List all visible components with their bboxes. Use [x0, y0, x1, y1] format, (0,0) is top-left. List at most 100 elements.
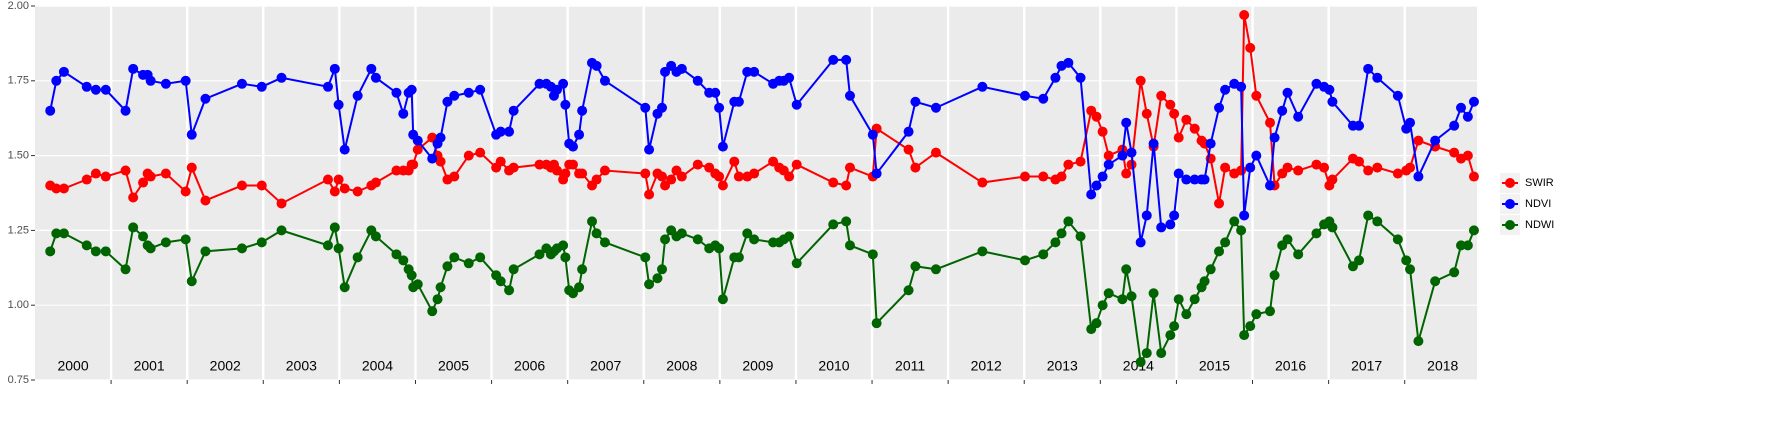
data-point	[1392, 168, 1403, 179]
legend-swatch	[1505, 220, 1515, 230]
data-point	[180, 234, 191, 245]
data-point	[1165, 99, 1176, 110]
data-point	[412, 144, 423, 155]
data-point	[322, 240, 333, 251]
data-point	[1165, 330, 1176, 341]
data-point	[1181, 309, 1192, 320]
data-point	[717, 180, 728, 191]
data-point	[1236, 165, 1247, 176]
data-point	[1103, 288, 1114, 299]
data-point	[903, 285, 914, 296]
data-point	[1141, 108, 1152, 119]
data-point	[504, 126, 515, 137]
data-point	[1181, 174, 1192, 185]
data-point	[1354, 255, 1365, 266]
data-point	[717, 294, 728, 305]
data-point	[1311, 159, 1322, 170]
data-point	[910, 96, 921, 107]
data-point	[1117, 150, 1128, 161]
data-point	[534, 249, 545, 260]
data-point	[138, 177, 149, 188]
data-point	[333, 243, 344, 254]
legend-label: NDVI	[1525, 198, 1551, 210]
data-point	[145, 171, 156, 182]
data-point	[58, 183, 69, 194]
data-point	[398, 108, 409, 119]
data-point	[1293, 111, 1304, 122]
data-point	[1468, 225, 1479, 236]
data-point	[442, 261, 453, 272]
data-point	[1449, 267, 1460, 278]
data-point	[574, 282, 585, 293]
data-point	[1169, 108, 1180, 119]
data-point	[508, 105, 519, 116]
data-point	[1462, 240, 1473, 251]
data-point	[692, 75, 703, 86]
data-point	[977, 81, 988, 92]
legend-swatch	[1505, 178, 1515, 188]
data-point	[128, 192, 139, 203]
year-label: 2017	[1351, 358, 1382, 374]
data-point	[768, 156, 779, 167]
data-point	[449, 252, 460, 263]
data-point	[495, 276, 506, 287]
data-point	[903, 126, 914, 137]
data-point	[1121, 168, 1132, 179]
data-point	[236, 243, 247, 254]
data-point	[1121, 264, 1132, 275]
data-point	[560, 99, 571, 110]
data-point	[660, 234, 671, 245]
data-point	[339, 183, 350, 194]
data-point	[58, 228, 69, 239]
data-point	[276, 225, 287, 236]
data-point	[333, 99, 344, 110]
data-point	[1372, 162, 1383, 173]
data-point	[1156, 222, 1167, 233]
data-point	[828, 177, 839, 188]
data-point	[577, 264, 588, 275]
data-point	[366, 63, 377, 74]
data-point	[591, 174, 602, 185]
data-point	[1135, 237, 1146, 248]
data-point	[660, 180, 671, 191]
data-point	[1199, 174, 1210, 185]
data-point	[657, 102, 668, 113]
data-point	[180, 186, 191, 197]
data-point	[910, 162, 921, 173]
data-point	[717, 141, 728, 152]
data-point	[200, 93, 211, 104]
data-point	[841, 180, 852, 191]
data-point	[660, 66, 671, 77]
data-point	[666, 174, 677, 185]
data-point	[1293, 165, 1304, 176]
data-point	[742, 228, 753, 239]
data-point	[475, 252, 486, 263]
year-label: 2003	[286, 358, 317, 374]
data-point	[504, 285, 515, 296]
data-point	[339, 144, 350, 155]
data-point	[1220, 237, 1231, 248]
data-point	[1097, 300, 1108, 311]
data-point	[640, 252, 651, 263]
data-point	[236, 78, 247, 89]
data-point	[120, 264, 131, 275]
data-point	[1462, 150, 1473, 161]
data-point	[408, 159, 419, 170]
legend-swatch	[1505, 199, 1515, 209]
data-point	[81, 240, 92, 251]
year-label: 2006	[514, 358, 545, 374]
data-point	[1038, 249, 1049, 260]
data-point	[1189, 294, 1200, 305]
data-point	[352, 90, 363, 101]
data-point	[1019, 255, 1030, 266]
data-point	[591, 228, 602, 239]
legend-label: SWIR	[1525, 177, 1554, 189]
data-point	[714, 171, 725, 182]
plot-panel	[35, 6, 1477, 380]
data-point	[329, 186, 340, 197]
data-point	[1245, 42, 1256, 53]
data-point	[791, 99, 802, 110]
data-point	[1277, 105, 1288, 116]
data-point	[1205, 264, 1216, 275]
data-point	[930, 102, 941, 113]
